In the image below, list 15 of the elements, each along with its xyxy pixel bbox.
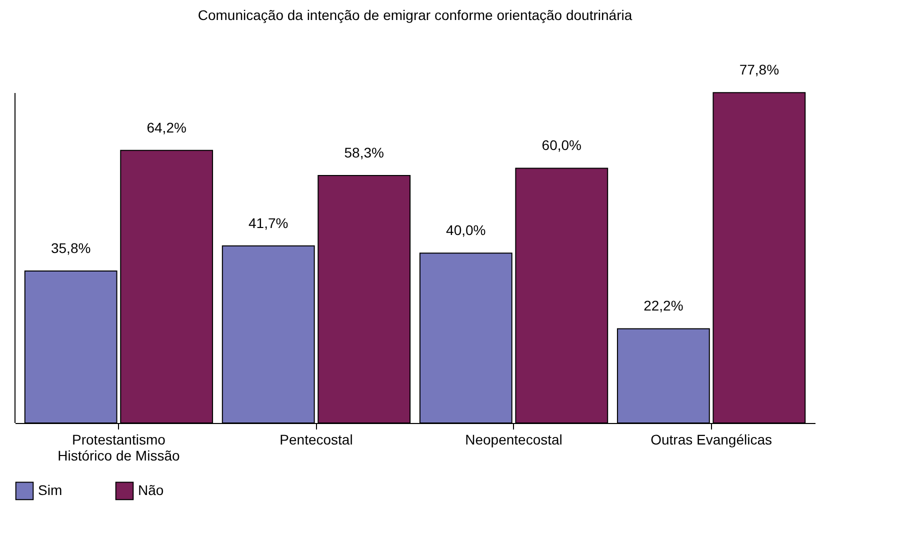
- legend-label: Sim: [38, 482, 62, 498]
- data-label: 58,3%: [344, 144, 384, 160]
- chart-title: Comunicação da intenção de emigrar conforme orientação doutrinária: [198, 7, 632, 23]
- data-label: 35,8%: [50, 240, 91, 256]
- data-label: 22,2%: [644, 298, 684, 314]
- data-label: 40,0%: [446, 222, 486, 238]
- data-label: 64,2%: [146, 119, 186, 136]
- data-label: 60,0%: [542, 137, 582, 154]
- legend-label: Não: [138, 482, 164, 498]
- data-label: 77,8%: [739, 62, 780, 78]
- data-label: 41,7%: [248, 214, 288, 231]
- x-tick-label: Pentecostal: [280, 432, 353, 448]
- x-tick-label: Outras Evangélicas: [650, 432, 772, 448]
- x-tick-label: Protestantismo Histórico de Missão: [58, 432, 180, 464]
- x-tick-label: Neopentecostal: [465, 432, 562, 448]
